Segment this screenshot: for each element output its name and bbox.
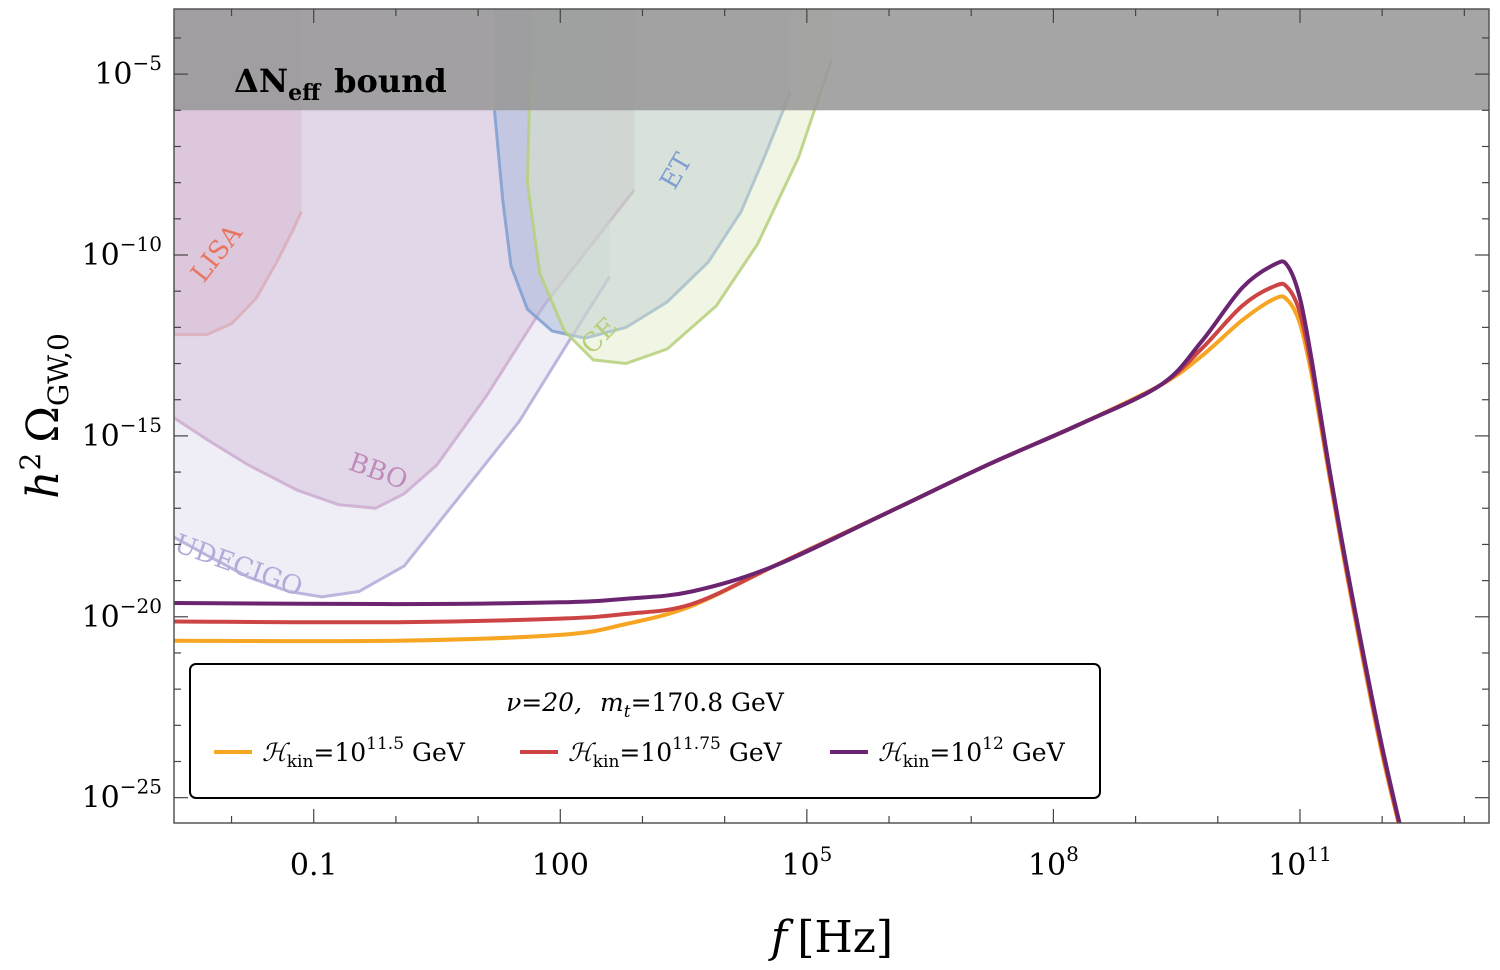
x-tick-label: 105 — [781, 842, 832, 883]
x-tick-label: 0.1 — [290, 848, 338, 883]
series-line-12 — [174, 259, 1402, 823]
region-fill-bbo — [174, 9, 635, 509]
legend-item-11-5: ℋkin=1011.5 GeV — [214, 734, 466, 772]
y-tick-label: 10−10 — [82, 232, 162, 273]
neff-label-rest: bound — [334, 62, 447, 100]
y-axis-title-h: h — [18, 470, 69, 498]
x-tick-label: 100 — [532, 848, 589, 883]
region-curve-ce — [525, 19, 833, 366]
neff-bound-band — [174, 9, 1489, 111]
region-curve-lisa — [174, 210, 303, 337]
x-axis-title-unit: [Hz] — [797, 912, 893, 963]
region-curve-et — [493, 91, 792, 340]
neff-label-main: ΔN — [234, 62, 288, 100]
y-tick-label: 10−15 — [82, 413, 162, 454]
region-curve-udecigo — [174, 275, 611, 599]
legend-item-12: ℋkin=1012 GeV — [830, 734, 1066, 772]
y-axis-title-omega: Ω — [18, 406, 69, 442]
x-tick-label: 108 — [1028, 842, 1079, 883]
spectrum-curves — [174, 259, 1402, 823]
y-axis-title-exp: 2 — [14, 453, 47, 471]
plot-frame — [173, 8, 1490, 824]
axis-ticks — [174, 9, 1489, 823]
legend-header: ν=20, mt=170.8 GeV — [506, 688, 785, 722]
neff-bound-layer — [174, 9, 1489, 111]
x-tick-label: 1011 — [1268, 842, 1332, 883]
legend-label: ℋkin=1011.5 GeV — [262, 734, 466, 772]
legend: ν=20, mt=170.8 GeV ℋkin=1011.5 GeV ℋkin=101… — [189, 663, 1101, 799]
legend-box — [189, 663, 1101, 799]
plot-area — [174, 9, 1489, 823]
neff-bound-label: ΔNeff bound — [234, 62, 447, 106]
legend-items: ℋkin=1011.5 GeV ℋkin=1011.75 GeV ℋkin=1012 Ge… — [214, 734, 1066, 772]
y-tick-label: 10−25 — [82, 775, 162, 816]
legend-header-nu: ν=20, — [506, 688, 582, 717]
y-axis-title-sub: GW,0 — [42, 333, 75, 406]
legend-label: ℋkin=1012 GeV — [878, 734, 1066, 772]
legend-header-m-value: =170.8 GeV — [631, 688, 785, 717]
y-axis-title: h2 ΩGW,0 — [14, 333, 75, 499]
y-tick-label: 10−5 — [94, 51, 162, 92]
region-fill-udecigo — [174, 9, 610, 597]
region-curve-bbo — [174, 188, 636, 510]
legend-item-11-75: ℋkin=1011.75 GeV — [520, 734, 783, 772]
legend-label: ℋkin=1011.75 GeV — [568, 734, 783, 772]
neff-label-sub: eff — [288, 80, 322, 106]
legend-header-m: m — [600, 688, 624, 717]
x-axis-title: f [Hz] — [768, 912, 893, 963]
y-tick-label: 10−20 — [82, 594, 162, 635]
axis-tick-labels: 0.1 100 105 108 1011 10−5 10−10 10−15 10−20 10−25 — [82, 51, 1332, 883]
legend-header-m-sub: t — [624, 702, 631, 722]
